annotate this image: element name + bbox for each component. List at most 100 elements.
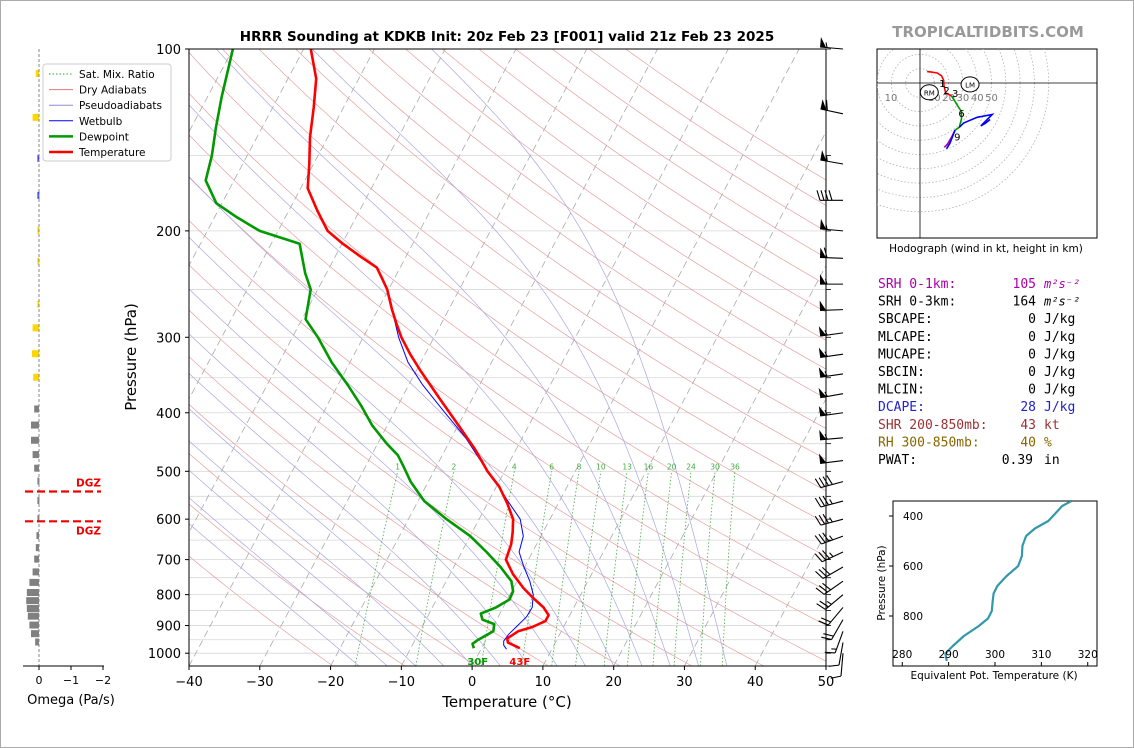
wind-barb	[824, 631, 844, 654]
barb-flag	[820, 218, 827, 230]
dry-adiabat-line	[331, 49, 826, 399]
hodograph-height-label: 9	[954, 133, 960, 144]
hodograph-height-label: 3	[952, 89, 958, 100]
y-tick-label: 200	[156, 225, 181, 240]
y-tick-label: 500	[156, 465, 181, 480]
x-tick-label: 20	[605, 675, 622, 690]
surface-temp-label: 43F	[509, 657, 530, 668]
pseudoadiabat-line	[189, 523, 360, 666]
legend-label: Sat. Mix. Ratio	[79, 69, 155, 81]
wind-barb	[820, 274, 843, 285]
wind-barb	[830, 653, 844, 679]
omega-bar	[33, 373, 39, 381]
mixing-ratio-label: 13	[622, 462, 632, 471]
barb-half	[829, 552, 834, 558]
mixing-ratio-line	[575, 471, 602, 666]
hodograph-inner: 10102030405012369LMRM	[877, 49, 1097, 238]
dry-adiabat-line	[222, 49, 826, 492]
omega-bar	[31, 630, 39, 638]
legend-label: Temperature	[78, 147, 146, 159]
omega-tick-label: −1	[63, 674, 79, 687]
barb-half	[829, 517, 833, 523]
isotherm-line	[189, 49, 517, 666]
hodograph-height-label: 1	[939, 79, 945, 90]
stat-label: SBCIN:	[878, 365, 925, 380]
mixing-ratio-line	[673, 471, 692, 666]
barb-full	[822, 495, 829, 506]
hodograph-trace	[927, 70, 952, 97]
barb-full	[822, 532, 830, 542]
barb-shaft	[820, 159, 844, 165]
y-tick-label: 300	[156, 331, 181, 346]
stats-table: SRH 0-1km: 105 m²s⁻² SRH 0-3km: 164 m²s⁻² SBCA…	[878, 277, 1080, 468]
omega-bar	[26, 605, 39, 613]
stat-value: 0.39	[1002, 453, 1033, 468]
barb-full	[822, 566, 831, 575]
barb-half	[826, 155, 828, 162]
isotherm-line	[330, 49, 658, 666]
barb-flag	[818, 347, 827, 358]
stat-label: MLCAPE:	[878, 330, 933, 345]
hodograph-height-label: 2	[943, 86, 949, 97]
theta-e-y-tick-label: 400	[903, 511, 923, 523]
wind-barb	[814, 495, 844, 508]
barb-full	[820, 617, 832, 623]
stat-unit: m²s⁻²	[1043, 295, 1080, 309]
mixing-ratio-label: 4	[512, 462, 517, 471]
wind-barb	[819, 247, 844, 259]
barb-full	[823, 247, 828, 258]
isotherm-line	[542, 130, 826, 666]
mixing-ratio-line	[521, 471, 552, 666]
barb-full	[825, 99, 828, 111]
wind-barb	[818, 347, 844, 358]
pseudoadiabat-line	[189, 104, 643, 666]
isotherm-line	[259, 49, 588, 666]
theta-e-frame	[892, 500, 1098, 667]
dry-adiabat-line	[368, 49, 826, 370]
theta-e-line	[944, 501, 1073, 662]
omega-bar	[37, 477, 40, 485]
barb-full	[821, 636, 832, 641]
x-axis-label: Temperature (°C)	[441, 693, 571, 711]
barb-full	[822, 476, 829, 486]
mixing-ratio-label: 10	[596, 462, 606, 471]
wind-barb	[820, 218, 844, 232]
barb-full	[828, 664, 840, 667]
theta-e-x-tick-label: 300	[985, 649, 1005, 661]
wind-barb	[815, 566, 844, 579]
pseudoadiabat-line	[431, 49, 728, 666]
barb-half	[824, 351, 828, 357]
omega-bar	[34, 405, 39, 413]
wind-barb	[818, 607, 844, 626]
stat-value: 40	[1020, 435, 1036, 450]
omega-bar	[37, 300, 40, 308]
mixing-ratio-label: 20	[667, 462, 677, 471]
pseudoadiabat-line	[189, 408, 473, 666]
omega-bar	[34, 464, 39, 472]
barb-shaft	[820, 108, 844, 115]
skewt-profiles: 43F 30F	[204, 49, 550, 668]
omega-bar	[36, 532, 39, 540]
dgz-label: DGZ	[76, 478, 101, 490]
barb-flag	[819, 300, 827, 311]
legend-label: Dry Adiabats	[79, 85, 147, 97]
stat-value: 0	[1028, 312, 1036, 327]
isotherm-line	[400, 49, 729, 666]
stat-unit: J/kg	[1044, 312, 1075, 327]
dry-adiabat-line	[189, 555, 334, 666]
hodograph-ring-label: 20	[942, 93, 955, 104]
pseudoadiabat-line	[216, 49, 671, 666]
stat-value: 0	[1028, 330, 1036, 345]
y-tick-label: 600	[156, 513, 181, 528]
y-tick-label: 800	[156, 589, 181, 604]
watermark: TROPICALTIDBITS.COM	[892, 23, 1084, 41]
mixing-ratio-line	[551, 471, 580, 666]
wind-barb	[820, 150, 844, 165]
barb-full	[824, 651, 836, 654]
barb-full	[814, 478, 822, 488]
wind-barb	[818, 326, 844, 337]
stat-label: DCAPE:	[878, 400, 925, 415]
chart-title: HRRR Sounding at KDKB Init: 20z Feb 23 […	[240, 29, 774, 45]
omega-bar	[26, 597, 39, 605]
barb-full	[828, 190, 833, 201]
